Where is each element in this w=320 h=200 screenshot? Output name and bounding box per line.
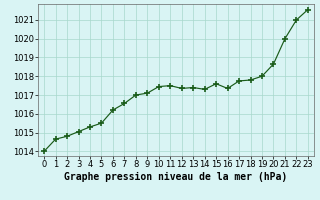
X-axis label: Graphe pression niveau de la mer (hPa): Graphe pression niveau de la mer (hPa) [64,172,288,182]
